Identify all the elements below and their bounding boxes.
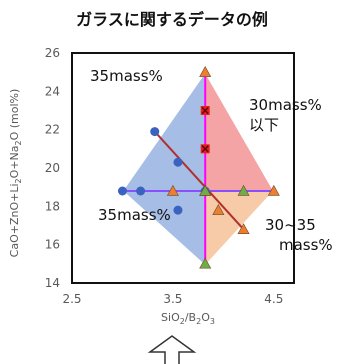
y-tick-label: 14 <box>45 276 60 290</box>
annotation-3: 30~35 mass% <box>265 216 333 254</box>
point-s1-0 <box>199 66 212 77</box>
region-0 <box>121 69 206 268</box>
chart-title: ガラスに関するデータの例 <box>76 10 268 29</box>
point-s3-0-cross <box>201 106 209 115</box>
x-axis-label: SiO2​/B2​O3​ <box>161 311 215 326</box>
point-s2-2 <box>199 257 212 269</box>
y-tick-label: 26 <box>45 46 60 60</box>
point-s2-0 <box>199 184 212 196</box>
y-tick-label: 24 <box>45 84 60 98</box>
up-arrow-icon <box>147 335 197 364</box>
region-2 <box>204 190 276 268</box>
annotation-0: 35mass% <box>90 67 163 85</box>
point-s0-0 <box>117 186 127 196</box>
y-tick-label: 22 <box>45 123 60 137</box>
annotation-1: 30mass%以下 <box>249 96 322 134</box>
x-tick-label: 3.5 <box>163 292 182 306</box>
point-s0-3 <box>173 157 183 167</box>
x-tick-label: 4.5 <box>264 292 283 306</box>
y-tick-label: 18 <box>45 199 60 213</box>
point-s0-2 <box>150 127 160 137</box>
y-axis-label: CaO+ZnO+Li2​O+Na2​O (mol%) <box>8 89 23 258</box>
point-s1-2 <box>212 204 225 215</box>
point-s0-4 <box>173 205 183 215</box>
plot-frame <box>71 52 295 284</box>
point-s3-1 <box>200 144 210 154</box>
point-s1-5 <box>267 184 280 196</box>
x-tick-label: 2.5 <box>62 292 81 306</box>
point-s1-3 <box>237 223 250 235</box>
point-s1-4 <box>166 184 179 196</box>
point-s3-0 <box>200 106 210 115</box>
point-s2-1 <box>237 184 250 196</box>
point-s3-1-cross <box>201 145 209 153</box>
point-s0-1 <box>136 186 146 196</box>
y-tick-label: 20 <box>45 161 60 175</box>
annotation-2: 35mass% <box>98 206 171 224</box>
line-2 <box>154 130 245 231</box>
y-tick-label: 16 <box>45 238 60 252</box>
